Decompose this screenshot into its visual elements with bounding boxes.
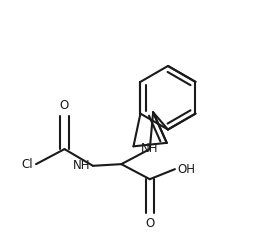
Text: O: O bbox=[145, 217, 154, 230]
Text: O: O bbox=[60, 99, 69, 112]
Text: Cl: Cl bbox=[21, 158, 33, 171]
Text: NH: NH bbox=[141, 141, 158, 155]
Text: NH: NH bbox=[73, 159, 90, 172]
Text: OH: OH bbox=[178, 163, 196, 176]
